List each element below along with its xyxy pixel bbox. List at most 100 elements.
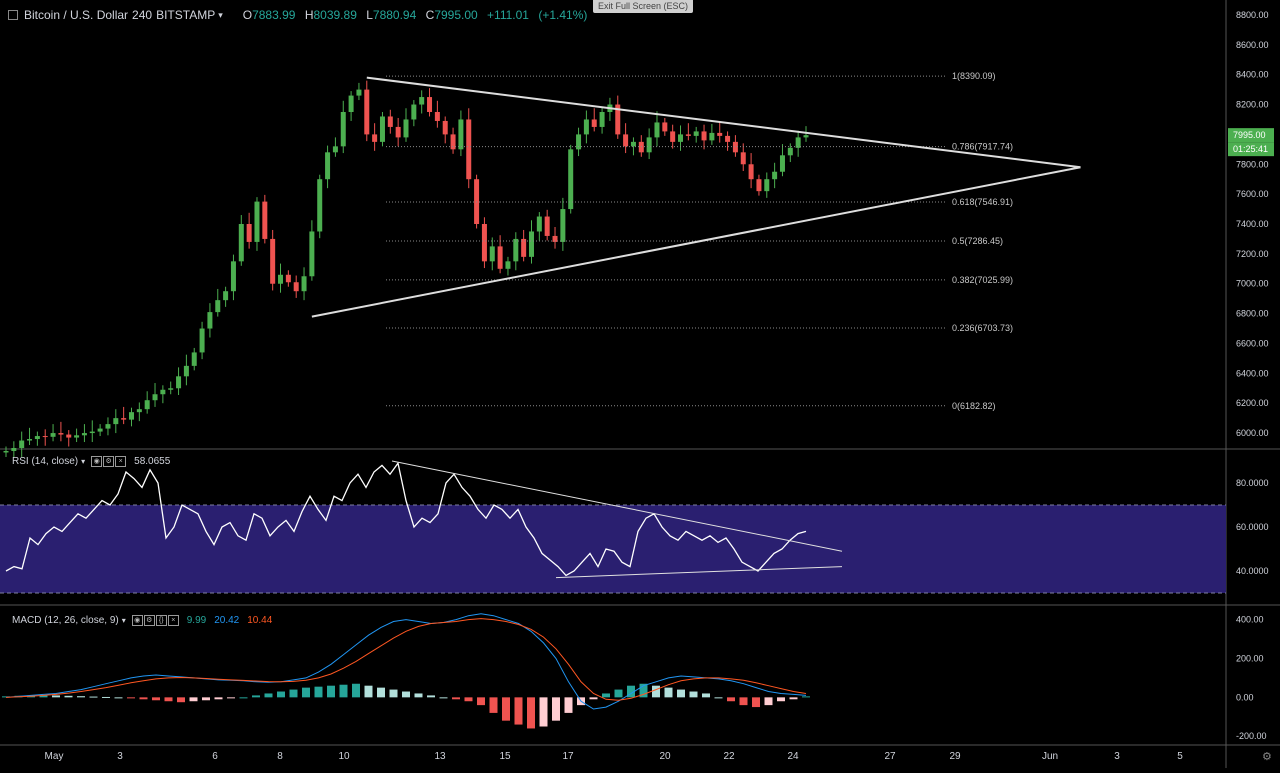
exchange[interactable]: BITSTAMP xyxy=(156,8,215,22)
collapse-legend-icon[interactable] xyxy=(8,10,18,20)
symbol-name[interactable]: Bitcoin / U.S. Dollar xyxy=(24,8,128,22)
source-icon[interactable]: {} xyxy=(156,615,167,626)
macd-histogram-bar xyxy=(352,684,360,698)
close-icon[interactable]: × xyxy=(168,615,179,626)
candle-body xyxy=(4,451,9,452)
candle-body xyxy=(43,436,48,437)
open-label: O xyxy=(243,8,252,22)
candle-body xyxy=(505,261,510,268)
macd-histogram-bar xyxy=(715,697,723,698)
macd-histogram-bar xyxy=(177,697,185,702)
price-tick-label: 7400.00 xyxy=(1236,219,1269,229)
candle-body xyxy=(670,131,675,141)
candle-body xyxy=(654,122,659,137)
symbol-header: Bitcoin / U.S. Dollar 240 BITSTAMP ▾ O 78… xyxy=(8,6,593,24)
macd-histogram-bar xyxy=(440,697,448,698)
time-tick-label: 3 xyxy=(117,751,123,762)
candle-body xyxy=(796,137,801,147)
candle-body xyxy=(121,418,126,419)
candle-body xyxy=(490,246,495,261)
chevron-down-icon[interactable]: ▾ xyxy=(122,616,126,625)
candle-body xyxy=(160,390,165,394)
macd-histogram-bar xyxy=(590,697,598,699)
macd-legend: MACD (12, 26, close, 9) ▾ ◉⚙{}× 9.99 20.… xyxy=(12,615,272,626)
candle-body xyxy=(317,179,322,231)
macd-histogram-bar xyxy=(677,690,685,698)
macd-histogram-bar xyxy=(565,697,573,713)
chevron-down-icon[interactable]: ▾ xyxy=(218,10,223,21)
candle-body xyxy=(686,134,691,135)
time-tick-label: 15 xyxy=(499,751,511,762)
candle-body xyxy=(270,239,275,284)
close-label: C xyxy=(426,8,435,22)
candle-body xyxy=(709,133,714,140)
candle-body xyxy=(286,275,291,282)
macd-histogram-bar xyxy=(52,695,60,697)
fib-level-label: 0(6182.82) xyxy=(952,401,996,411)
macd-histogram-bar xyxy=(215,697,223,699)
time-tick-label: 5 xyxy=(1177,751,1183,762)
macd-histogram-bar xyxy=(190,697,198,701)
macd-histogram-bar xyxy=(415,693,423,697)
exit-fullscreen-button[interactable]: Exit Full Screen (ESC) xyxy=(593,0,693,13)
candle-body xyxy=(631,142,636,146)
eye-icon[interactable]: ◉ xyxy=(132,615,143,626)
macd-title[interactable]: MACD (12, 26, close, 9) xyxy=(12,615,119,626)
candle-body xyxy=(537,217,542,232)
macd-histogram-bar xyxy=(427,695,435,697)
time-tick-label: 29 xyxy=(949,751,961,762)
price-tick-label: 6200.00 xyxy=(1236,398,1269,408)
candle-body xyxy=(498,246,503,268)
candle-body xyxy=(192,352,197,365)
macd-histogram-bar xyxy=(227,697,235,698)
candle-body xyxy=(521,239,526,257)
candle-body xyxy=(247,224,252,242)
candle-body xyxy=(302,276,307,291)
gear-icon[interactable]: ⚙ xyxy=(1262,751,1272,763)
fib-level-label: 0.786(7917.74) xyxy=(952,142,1013,152)
fib-level-label: 0.236(6703.73) xyxy=(952,323,1013,333)
macd-histogram-bar xyxy=(315,687,323,698)
eye-icon[interactable]: ◉ xyxy=(91,456,102,467)
price-tick-label: 7200.00 xyxy=(1236,249,1269,259)
macd-tick-label: -200.00 xyxy=(1236,731,1267,741)
candle-body xyxy=(145,400,150,409)
candle-body xyxy=(364,90,369,135)
candle-body xyxy=(98,429,103,432)
macd-histogram-bar xyxy=(365,686,373,698)
candle-body xyxy=(513,239,518,261)
rsi-title[interactable]: RSI (14, close) xyxy=(12,456,78,467)
low-value: 7880.94 xyxy=(373,8,416,22)
settings-icon[interactable]: ⚙ xyxy=(103,456,114,467)
time-tick-label: 6 xyxy=(212,751,218,762)
candle-body xyxy=(231,261,236,291)
macd-value: 9.99 xyxy=(187,615,206,626)
candle-body xyxy=(309,231,314,276)
macd-histogram-bar xyxy=(615,690,623,698)
candle-body xyxy=(294,282,299,291)
time-tick-label: 27 xyxy=(884,751,896,762)
macd-histogram-bar xyxy=(790,697,798,699)
chevron-down-icon[interactable]: ▾ xyxy=(81,457,85,466)
macd-histogram-bar xyxy=(527,697,535,728)
candle-body xyxy=(215,300,220,312)
time-tick-label: 10 xyxy=(338,751,350,762)
last-price-value: 7995.00 xyxy=(1233,130,1266,140)
close-icon[interactable]: × xyxy=(115,456,126,467)
time-tick-label: 17 xyxy=(562,751,574,762)
macd-histogram-bar xyxy=(152,697,160,700)
candle-body xyxy=(176,376,181,388)
macd-histogram-bar xyxy=(302,688,310,698)
low-label: L xyxy=(366,8,373,22)
price-tick-label: 8600.00 xyxy=(1236,40,1269,50)
fib-level-label: 0.382(7025.99) xyxy=(952,275,1013,285)
settings-icon[interactable]: ⚙ xyxy=(144,615,155,626)
price-tick-label: 8800.00 xyxy=(1236,10,1269,20)
macd-histogram-bar xyxy=(277,692,285,698)
candle-body xyxy=(678,134,683,141)
interval[interactable]: 240 xyxy=(132,8,152,22)
rsi-value: 58.0655 xyxy=(134,456,170,467)
price-tick-label: 6000.00 xyxy=(1236,428,1269,438)
